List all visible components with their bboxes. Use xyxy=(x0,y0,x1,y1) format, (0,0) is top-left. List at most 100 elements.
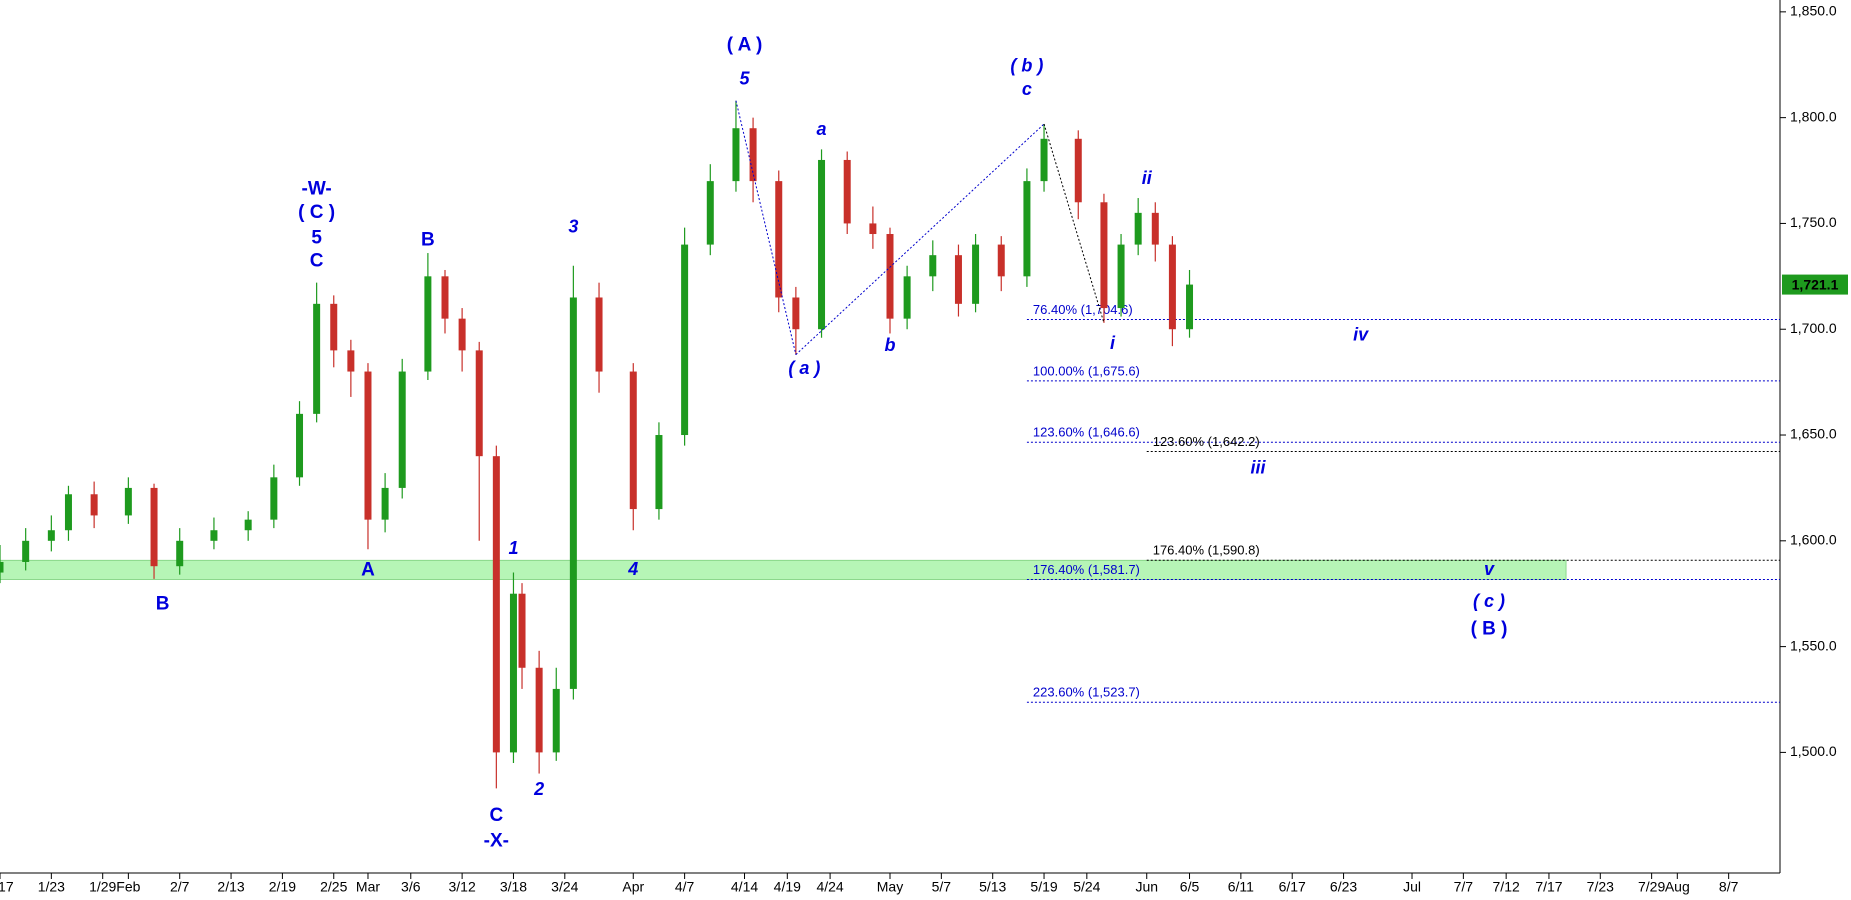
candle-body xyxy=(509,593,517,753)
x-tick-label: 1/23 xyxy=(38,879,65,895)
candle-body xyxy=(569,297,577,689)
wave-label: iv xyxy=(1353,324,1369,344)
candle-body xyxy=(1023,181,1031,277)
wave-label: i xyxy=(1110,333,1116,353)
x-tick-label: 5/13 xyxy=(979,879,1006,895)
wave-label: -W- xyxy=(302,179,332,200)
fib-label: 176.40% (1,590.8) xyxy=(1153,543,1260,558)
candle-body xyxy=(270,477,278,520)
y-tick-label: 1,550.0 xyxy=(1790,637,1837,653)
candle-body xyxy=(150,487,158,567)
wave-label: B xyxy=(156,593,170,614)
candle-body xyxy=(954,255,962,304)
candle-body xyxy=(929,255,937,277)
candle-body xyxy=(1040,138,1048,182)
candle-body xyxy=(518,593,526,668)
x-tick-label: 1/29 xyxy=(89,879,116,895)
wave-label: 2 xyxy=(533,779,544,799)
candle-body xyxy=(818,159,826,330)
x-tick-label: 5/24 xyxy=(1073,879,1100,895)
candle-body xyxy=(1168,244,1176,330)
candle-body xyxy=(313,303,321,414)
candle-body xyxy=(1117,244,1125,309)
x-tick-label: 6/17 xyxy=(1279,879,1306,895)
candle-body xyxy=(552,688,560,753)
wave-label: -X- xyxy=(484,830,509,851)
candle-body xyxy=(775,181,783,298)
candle-body xyxy=(441,276,449,319)
wave-label: C xyxy=(489,805,503,826)
y-tick-label: 1,800.0 xyxy=(1790,108,1837,124)
x-tick-label: 8/7 xyxy=(1719,879,1739,895)
candle-body xyxy=(1074,138,1082,203)
candle-body xyxy=(706,181,714,245)
wave-label: iii xyxy=(1250,458,1266,478)
x-tick-label: 2/25 xyxy=(320,879,347,895)
x-tick-label: 3/18 xyxy=(500,879,527,895)
x-tick-label: May xyxy=(877,879,903,895)
x-tick-label: 4/14 xyxy=(731,879,758,895)
candle-body xyxy=(843,159,851,224)
x-tick-label: 2/7 xyxy=(170,879,190,895)
fib-label: 123.60% (1,646.6) xyxy=(1033,425,1140,440)
candle-body xyxy=(492,456,500,753)
wave-label: ( b ) xyxy=(1010,56,1043,76)
y-tick-label: 1,650.0 xyxy=(1790,426,1837,442)
fib-label: 123.60% (1,642.2) xyxy=(1153,434,1260,449)
candle-body xyxy=(47,530,55,541)
candle-body xyxy=(732,128,740,182)
candle-body xyxy=(997,244,1005,277)
wave-label: ( C ) xyxy=(298,202,335,223)
y-tick-label: 1,700.0 xyxy=(1790,320,1837,336)
x-tick-label: 4/24 xyxy=(816,879,843,895)
x-tick-label: 7/29 xyxy=(1638,879,1665,895)
x-tick-label: 3/12 xyxy=(448,879,475,895)
candle-body xyxy=(296,413,304,478)
x-tick-label: 6/23 xyxy=(1330,879,1357,895)
wave-line xyxy=(795,123,1045,355)
candle-body xyxy=(458,318,466,351)
support-zone xyxy=(0,559,1567,580)
x-tick-label: Feb xyxy=(116,879,140,895)
candle-body xyxy=(244,519,252,531)
last-price-label: 1,721.1 xyxy=(1792,276,1839,292)
candle-body xyxy=(792,297,800,330)
x-tick-label: 4/7 xyxy=(675,879,695,895)
wave-label: ii xyxy=(1142,168,1153,188)
candle-body xyxy=(364,371,372,520)
candle-body xyxy=(869,223,877,235)
candle-body xyxy=(681,244,689,436)
wave-label: A xyxy=(361,559,375,580)
wave-line xyxy=(735,100,797,355)
candle-body xyxy=(1151,212,1159,245)
candle-body xyxy=(972,244,980,304)
x-tick-label: Jun xyxy=(1135,879,1158,895)
candle-body xyxy=(1100,202,1108,309)
x-tick-label: Jul xyxy=(1403,879,1421,895)
x-tick-label: 2/13 xyxy=(217,879,244,895)
wave-label: 1 xyxy=(508,538,518,558)
candle-body xyxy=(903,276,911,319)
fib-label: 76.40% (1,704.6) xyxy=(1033,302,1133,317)
x-tick-label: 3/24 xyxy=(551,879,578,895)
wave-label: B xyxy=(421,229,435,250)
candle-body xyxy=(0,561,4,573)
x-tick-label: 5/7 xyxy=(932,879,952,895)
candle-body xyxy=(22,540,30,562)
x-tick-label: Apr xyxy=(622,879,644,895)
candle-body xyxy=(330,303,338,351)
wave-label: b xyxy=(885,335,896,355)
candle-body xyxy=(629,371,637,510)
x-tick-label: 6/5 xyxy=(1180,879,1200,895)
wave-label: ( A ) xyxy=(727,35,763,56)
wave-label: v xyxy=(1484,559,1495,579)
x-tick-label: 4/19 xyxy=(774,879,801,895)
candle-body xyxy=(655,435,663,510)
candle-body xyxy=(210,530,218,541)
x-tick-label: 3/6 xyxy=(401,879,421,895)
x-tick-label: 7/23 xyxy=(1587,879,1614,895)
candle-body xyxy=(381,487,389,520)
wave-label: ( c ) xyxy=(1473,591,1505,611)
